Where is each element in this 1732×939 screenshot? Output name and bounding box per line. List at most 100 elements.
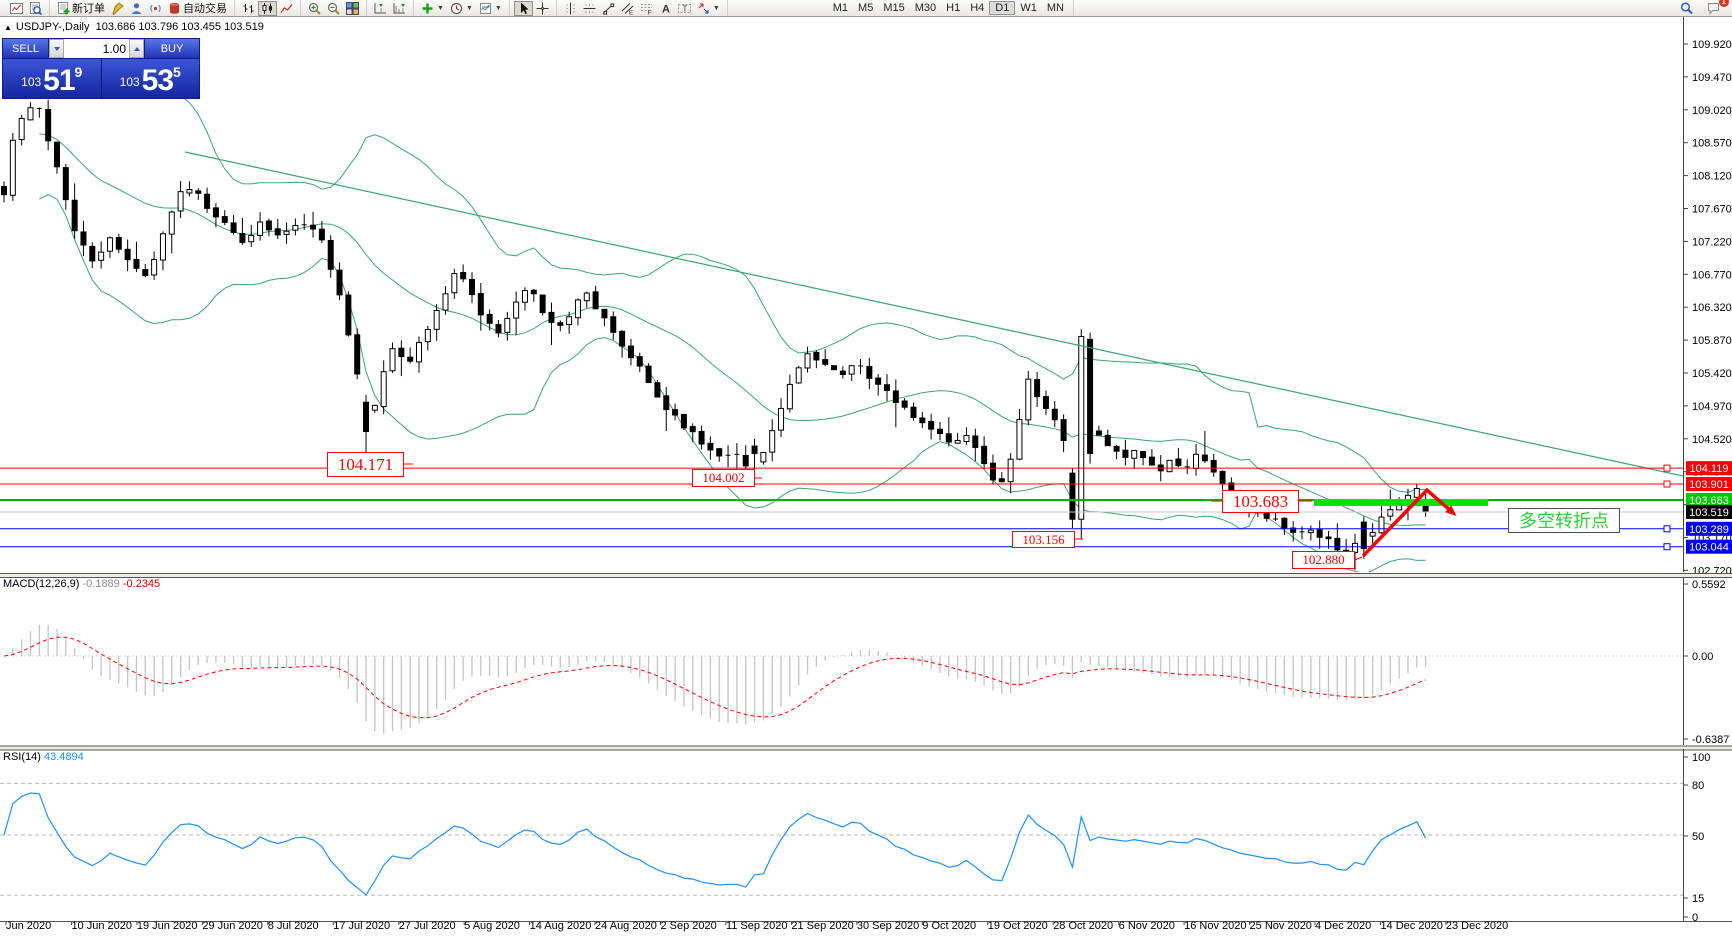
text-label-tool-button[interactable]: T xyxy=(675,1,694,16)
templates-menu-button[interactable]: ▼ xyxy=(476,1,505,16)
svg-text:30 Sep 2020: 30 Sep 2020 xyxy=(857,920,919,932)
timeframe-H1[interactable]: H1 xyxy=(946,2,961,14)
fibo-icon: F xyxy=(640,3,652,15)
chevron-up-icon xyxy=(133,46,140,51)
sell-button[interactable]: SELL xyxy=(3,39,49,58)
chart-shift-button[interactable] xyxy=(371,1,390,16)
sell-price-handle: 103 xyxy=(21,75,42,89)
symbol-title: USDJPY-,Daily xyxy=(15,21,90,33)
timeframe-M30[interactable]: M30 xyxy=(914,2,937,14)
cursor-tool-button[interactable] xyxy=(513,0,533,16)
chevron-down-icon: ▼ xyxy=(494,4,502,12)
volume-increase-button[interactable] xyxy=(129,39,144,58)
timeframe-switcher: M1 M5 M15 M30 H1 H4 D1 W1 MN xyxy=(824,0,1074,16)
toolbar-group xyxy=(301,0,367,16)
vertical-line-tool-button[interactable] xyxy=(561,1,580,16)
crosshair-tool-button[interactable] xyxy=(533,1,552,16)
svg-text:105.870: 105.870 xyxy=(1692,335,1732,347)
svg-text:104.119: 104.119 xyxy=(1690,463,1729,475)
toolbar-group: ▼ ▼ ▼ xyxy=(414,0,510,16)
price-level-label[interactable]: 104.171 xyxy=(327,452,404,477)
svg-text:109.020: 109.020 xyxy=(1692,105,1732,117)
svg-text:50: 50 xyxy=(1692,831,1704,843)
svg-text:106.320: 106.320 xyxy=(1692,302,1732,314)
one-click-trading-panel: SELL BUY 103 51 9 103 53 5 xyxy=(2,38,200,99)
timeframe-M1[interactable]: M1 xyxy=(832,2,849,14)
label-t-icon: T xyxy=(677,3,691,13)
svg-text:Jun 2020: Jun 2020 xyxy=(6,920,51,932)
toolbar: 新订单 自动交易 ▼ ▼ ▼ E F A T ▼ M1 M5 M15 M30 H1 H4 D1 W1 MN 1 xyxy=(0,0,1732,17)
channel-icon: E xyxy=(621,2,634,15)
svg-text:103.044: 103.044 xyxy=(1689,542,1729,554)
autotrading-button[interactable]: 自动交易 xyxy=(165,1,230,16)
profile-button[interactable] xyxy=(127,1,146,16)
price-level-label[interactable]: 103.156 xyxy=(1012,531,1075,548)
toolbar-group xyxy=(367,0,414,16)
candlestick-chart-button[interactable] xyxy=(258,0,277,16)
fibonacci-tool-button[interactable]: F xyxy=(637,1,656,16)
buy-button[interactable]: BUY xyxy=(144,39,199,58)
chat-icon xyxy=(1708,2,1719,15)
price-level-label[interactable]: 104.002 xyxy=(692,469,755,487)
search-button[interactable] xyxy=(1677,1,1696,16)
svg-text:107.670: 107.670 xyxy=(1692,203,1732,215)
search-icon xyxy=(1680,1,1693,14)
styles-button[interactable] xyxy=(108,1,127,16)
timeframe-W1[interactable]: W1 xyxy=(1020,2,1037,14)
shift-left-icon xyxy=(374,2,386,13)
chat-button[interactable]: 1 xyxy=(1704,0,1729,16)
arrows-icon xyxy=(698,3,709,13)
price-axis: 109.920 109.470 109.020 108.570 108.120 107.6… xyxy=(1683,39,1732,924)
arrow-objects-button[interactable]: ▼ xyxy=(694,1,723,16)
new-order-button[interactable]: 新订单 xyxy=(54,1,108,16)
svg-text:107.220: 107.220 xyxy=(1692,236,1732,248)
zoom-out-button[interactable] xyxy=(324,1,343,16)
bar-chart-button[interactable] xyxy=(239,1,258,16)
tiles-icon xyxy=(346,1,359,15)
indicators-menu-button[interactable]: ▼ xyxy=(418,1,447,16)
timeframe-H4[interactable]: H4 xyxy=(970,2,985,14)
periods-menu-button[interactable]: ▼ xyxy=(447,1,476,16)
reversal-arrow xyxy=(1361,487,1454,558)
preview-icon xyxy=(30,1,42,15)
chart-autoscroll-button[interactable] xyxy=(390,1,409,16)
text-tool-button[interactable]: A xyxy=(656,1,675,16)
horizontal-line-tool-button[interactable] xyxy=(580,1,599,16)
timeframe-M5[interactable]: M5 xyxy=(858,2,874,14)
svg-text:15: 15 xyxy=(1692,893,1704,905)
tile-windows-button[interactable] xyxy=(343,1,362,16)
price-level-label[interactable]: 102.880 xyxy=(1292,551,1355,569)
buy-price-handle: 103 xyxy=(119,75,140,89)
svg-text:104.520: 104.520 xyxy=(1692,434,1732,446)
zoom-out-icon xyxy=(327,2,340,15)
toolbar-group xyxy=(235,0,301,16)
buy-price-big: 53 xyxy=(141,64,174,97)
svg-text:80: 80 xyxy=(1692,780,1704,792)
svg-text:23 Dec 2020: 23 Dec 2020 xyxy=(1446,920,1508,932)
turning-point-annotation[interactable]: 多空转折点 xyxy=(1508,508,1620,533)
toolbar-group: 新订单 自动交易 xyxy=(50,0,235,16)
timeframe-D1[interactable]: D1 xyxy=(989,1,1016,15)
volume-input[interactable] xyxy=(64,39,129,58)
chevron-down-icon xyxy=(53,46,60,51)
zoom-in-button[interactable] xyxy=(305,1,324,16)
timeframe-MN[interactable]: MN xyxy=(1046,2,1064,14)
volume-decrease-button[interactable] xyxy=(49,39,64,58)
timeframe-M15[interactable]: M15 xyxy=(883,2,905,14)
svg-text:16 Nov 2020: 16 Nov 2020 xyxy=(1184,920,1246,932)
line-chart-button[interactable] xyxy=(277,1,296,16)
signals-button[interactable] xyxy=(146,1,165,16)
collapse-panel-icon[interactable]: ▲ xyxy=(4,23,12,32)
equidistant-channel-tool-button[interactable]: E xyxy=(618,1,637,16)
new-chart-button[interactable] xyxy=(7,1,26,16)
svg-text:10 Jun 2020: 10 Jun 2020 xyxy=(71,920,132,932)
chart-preview-button[interactable] xyxy=(26,1,45,16)
sell-price[interactable]: 103 51 9 xyxy=(3,58,102,98)
trendline-tool-button[interactable] xyxy=(599,1,618,16)
buy-price-pip: 5 xyxy=(173,64,181,80)
svg-text:28 Oct 2020: 28 Oct 2020 xyxy=(1053,920,1113,932)
buy-price[interactable]: 103 53 5 xyxy=(101,58,199,98)
price-level-label[interactable]: 103.683 xyxy=(1222,490,1299,513)
svg-text:11 Sep 2020: 11 Sep 2020 xyxy=(726,920,788,932)
